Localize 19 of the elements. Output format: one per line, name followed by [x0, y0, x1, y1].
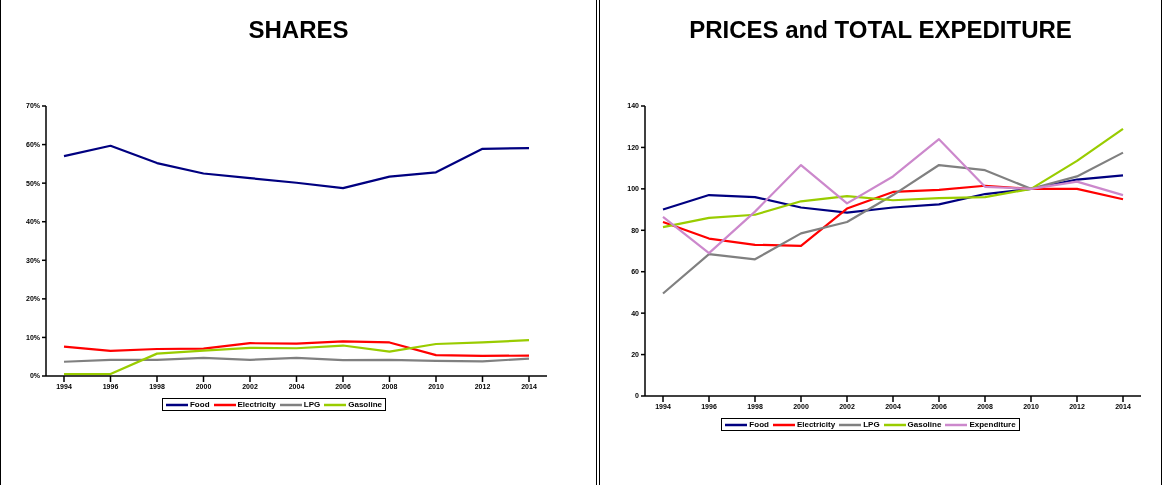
legend-label: Food: [748, 420, 769, 429]
chart-title: PRICES and TOTAL EXPEDITURE: [688, 16, 1073, 45]
legend-label: LPG: [302, 400, 321, 409]
line-series: [62, 339, 531, 376]
legend-label: Food: [188, 400, 210, 409]
line-series: [661, 127, 1125, 229]
line-series: [62, 144, 531, 190]
legend-label: Electricity: [236, 400, 276, 409]
chart-title: SHARES: [247, 16, 350, 45]
line-series: [661, 174, 1125, 214]
legend-label: Gasoline: [347, 400, 383, 409]
legend-label: Electricity: [795, 420, 836, 429]
legend-label: Expenditure: [968, 420, 1016, 429]
line-series: [661, 138, 1125, 255]
line-series: [62, 340, 531, 358]
legend-label: Gasoline: [906, 420, 942, 429]
line-series: [661, 184, 1125, 247]
legend-label: LPG: [862, 420, 880, 429]
line-series: [661, 151, 1125, 295]
